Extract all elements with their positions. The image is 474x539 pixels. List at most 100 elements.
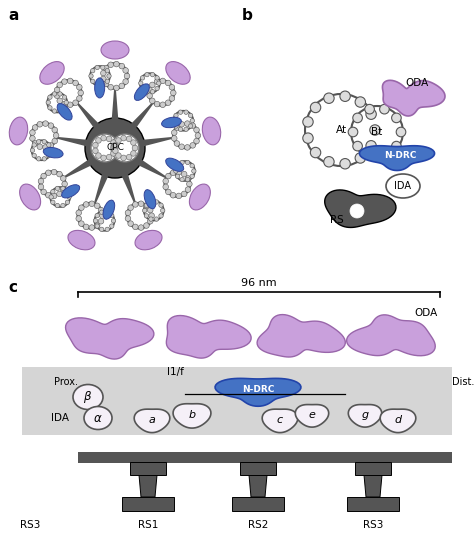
Polygon shape bbox=[249, 475, 267, 497]
Text: ODA: ODA bbox=[405, 78, 428, 88]
Circle shape bbox=[83, 202, 89, 207]
Circle shape bbox=[114, 85, 119, 91]
Circle shape bbox=[123, 79, 128, 85]
Circle shape bbox=[150, 89, 155, 94]
Circle shape bbox=[95, 82, 100, 87]
Circle shape bbox=[95, 213, 100, 218]
Ellipse shape bbox=[68, 230, 95, 250]
Circle shape bbox=[188, 124, 193, 128]
Circle shape bbox=[58, 109, 62, 113]
Polygon shape bbox=[22, 367, 452, 435]
Circle shape bbox=[310, 102, 321, 113]
Polygon shape bbox=[78, 452, 452, 463]
Circle shape bbox=[143, 209, 147, 213]
Circle shape bbox=[105, 68, 109, 73]
Polygon shape bbox=[346, 315, 435, 356]
Circle shape bbox=[160, 102, 165, 108]
Circle shape bbox=[303, 133, 313, 143]
Circle shape bbox=[195, 133, 201, 139]
Polygon shape bbox=[295, 405, 328, 427]
Circle shape bbox=[56, 80, 82, 106]
Text: b: b bbox=[189, 410, 196, 420]
Circle shape bbox=[184, 121, 190, 126]
Circle shape bbox=[155, 217, 159, 222]
Text: RS: RS bbox=[330, 215, 344, 225]
Ellipse shape bbox=[40, 61, 64, 84]
Circle shape bbox=[160, 78, 165, 84]
Circle shape bbox=[127, 136, 132, 142]
Circle shape bbox=[154, 79, 160, 85]
Circle shape bbox=[155, 200, 159, 204]
Polygon shape bbox=[355, 462, 391, 475]
Circle shape bbox=[62, 79, 67, 85]
Circle shape bbox=[123, 67, 128, 73]
Circle shape bbox=[119, 83, 125, 89]
Circle shape bbox=[64, 100, 68, 105]
Polygon shape bbox=[50, 136, 88, 147]
Circle shape bbox=[100, 70, 106, 76]
Circle shape bbox=[65, 200, 70, 204]
Circle shape bbox=[96, 153, 101, 158]
Polygon shape bbox=[348, 405, 382, 427]
Polygon shape bbox=[257, 315, 345, 357]
Circle shape bbox=[100, 213, 105, 218]
Text: IDA: IDA bbox=[51, 413, 69, 423]
Circle shape bbox=[396, 127, 406, 137]
Circle shape bbox=[147, 93, 153, 99]
Circle shape bbox=[32, 143, 36, 147]
Circle shape bbox=[172, 136, 177, 141]
Polygon shape bbox=[130, 97, 158, 129]
Polygon shape bbox=[139, 475, 157, 497]
Circle shape bbox=[94, 211, 114, 231]
Polygon shape bbox=[325, 190, 396, 227]
Circle shape bbox=[65, 190, 70, 194]
Ellipse shape bbox=[43, 148, 63, 158]
Circle shape bbox=[31, 122, 57, 149]
Ellipse shape bbox=[166, 61, 190, 84]
Polygon shape bbox=[112, 82, 118, 120]
Circle shape bbox=[58, 92, 62, 96]
Ellipse shape bbox=[57, 103, 72, 120]
Ellipse shape bbox=[135, 84, 149, 100]
Text: IDA: IDA bbox=[394, 181, 411, 191]
Ellipse shape bbox=[19, 184, 41, 210]
Polygon shape bbox=[121, 173, 138, 210]
Polygon shape bbox=[232, 497, 284, 511]
Ellipse shape bbox=[386, 174, 420, 198]
Circle shape bbox=[55, 203, 60, 208]
Circle shape bbox=[174, 125, 180, 130]
Circle shape bbox=[185, 160, 190, 164]
Circle shape bbox=[124, 73, 130, 79]
Circle shape bbox=[112, 145, 118, 151]
Circle shape bbox=[324, 93, 334, 103]
Circle shape bbox=[310, 147, 321, 158]
Circle shape bbox=[348, 127, 358, 137]
Circle shape bbox=[194, 139, 200, 144]
Ellipse shape bbox=[144, 190, 156, 209]
Circle shape bbox=[182, 171, 187, 177]
Polygon shape bbox=[240, 462, 276, 475]
Circle shape bbox=[78, 90, 83, 95]
Circle shape bbox=[105, 79, 109, 84]
Circle shape bbox=[190, 174, 194, 178]
Circle shape bbox=[353, 113, 363, 123]
Circle shape bbox=[174, 113, 178, 118]
Circle shape bbox=[61, 187, 66, 192]
Text: c: c bbox=[8, 280, 17, 295]
Ellipse shape bbox=[190, 184, 210, 210]
Circle shape bbox=[111, 219, 116, 223]
Circle shape bbox=[172, 119, 176, 123]
Circle shape bbox=[187, 181, 192, 187]
Circle shape bbox=[190, 119, 194, 123]
Circle shape bbox=[392, 141, 401, 151]
Circle shape bbox=[62, 106, 67, 110]
Circle shape bbox=[31, 140, 52, 160]
Circle shape bbox=[380, 105, 389, 114]
Circle shape bbox=[184, 127, 188, 132]
Circle shape bbox=[165, 189, 171, 195]
Circle shape bbox=[38, 178, 44, 184]
Circle shape bbox=[171, 90, 176, 95]
Circle shape bbox=[41, 189, 46, 195]
Circle shape bbox=[159, 213, 163, 218]
Ellipse shape bbox=[162, 118, 182, 128]
